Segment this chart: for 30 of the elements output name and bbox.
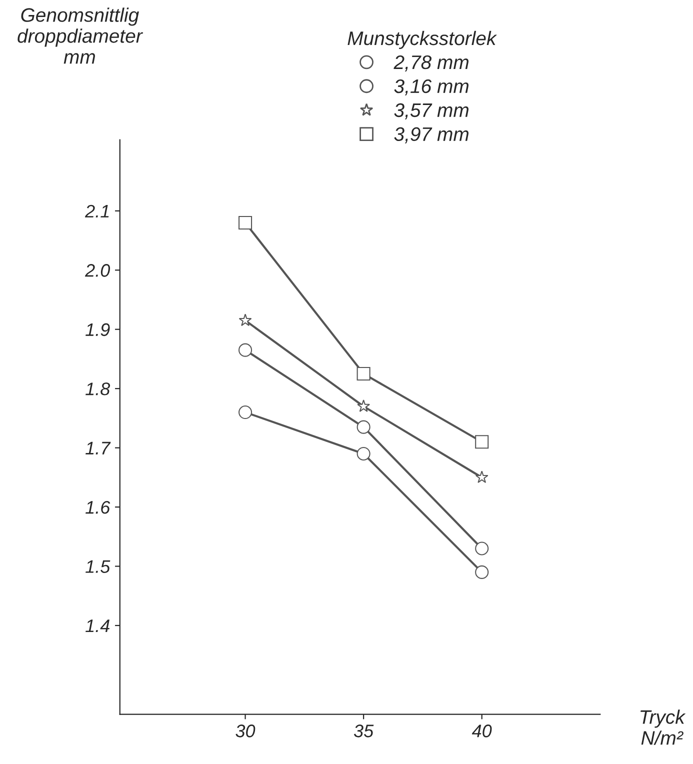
y-tick-label: 1.8 xyxy=(86,382,110,396)
point xyxy=(238,406,252,420)
x-axis-title: Tryck N/m² xyxy=(640,710,686,745)
x-tick-label: 30 xyxy=(236,724,256,738)
y-tick-label: 2.1 xyxy=(84,204,109,218)
point xyxy=(475,565,489,579)
y-tick-label: 2.0 xyxy=(84,264,110,277)
point xyxy=(357,400,370,412)
point xyxy=(475,542,489,556)
legend-label: 2,78 mm xyxy=(394,55,468,72)
point xyxy=(475,435,489,449)
point xyxy=(238,343,252,357)
y-tick-label: 1.7 xyxy=(86,442,111,454)
point xyxy=(238,314,252,326)
x-tick-label: 40 xyxy=(472,724,492,738)
y-tick-label: 1.6 xyxy=(86,500,110,514)
y-axis-title: Genomsnittlig droppdiameter mm xyxy=(18,8,144,64)
legend-label: 3,16 mm xyxy=(394,79,468,96)
y-tick-label: 1.9 xyxy=(86,323,110,336)
point xyxy=(356,420,370,434)
point xyxy=(475,470,488,483)
point xyxy=(238,216,252,230)
point xyxy=(356,446,370,460)
legend-title: Munstycksstorlek xyxy=(348,30,498,50)
legend-label: 3,57 mm xyxy=(394,103,468,120)
point xyxy=(356,367,370,381)
y-tick-label: 1.4 xyxy=(86,620,110,632)
x-tick-label: 35 xyxy=(354,724,374,738)
legend-label: 3,97 mm xyxy=(394,127,468,144)
y-tick-label: 1.5 xyxy=(86,560,110,573)
